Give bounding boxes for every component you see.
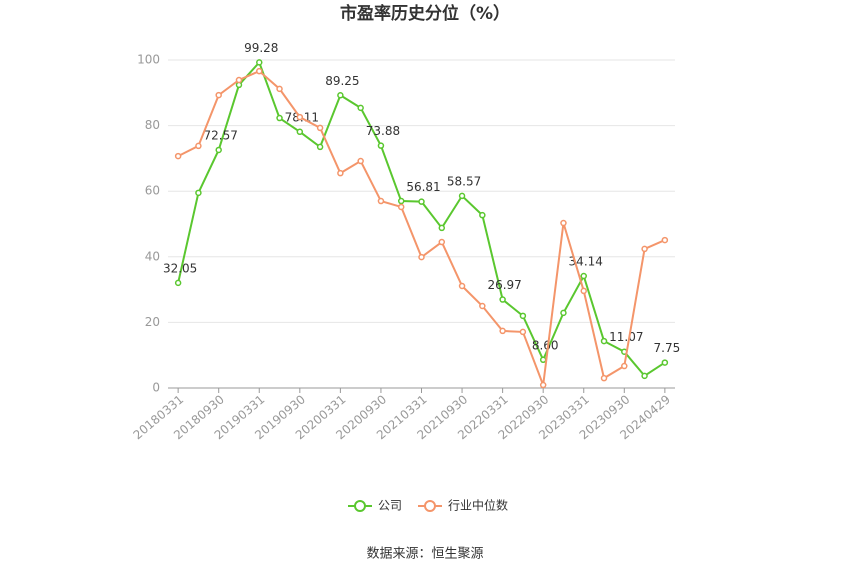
data-point xyxy=(276,114,283,122)
data-point xyxy=(174,279,182,287)
y-tick-label: 80 xyxy=(145,118,160,132)
data-label: 89.25 xyxy=(325,74,359,88)
data-point xyxy=(519,312,527,320)
data-point xyxy=(296,128,304,136)
data-point xyxy=(418,253,425,261)
data-label: 56.81 xyxy=(406,180,440,194)
y-tick-label: 100 xyxy=(137,53,160,67)
data-point xyxy=(661,359,669,366)
data-point xyxy=(641,372,648,380)
data-point xyxy=(377,142,385,149)
data-point xyxy=(458,192,466,200)
data-label: 11.07 xyxy=(609,330,643,344)
data-label: 26.97 xyxy=(487,278,521,292)
data-point xyxy=(174,152,182,160)
data-point xyxy=(195,142,202,150)
legend-label: 行业中位数 xyxy=(448,498,508,513)
data-point xyxy=(357,104,364,112)
data-point xyxy=(519,328,527,336)
data-point xyxy=(337,92,344,99)
data-point xyxy=(580,287,587,295)
data-point xyxy=(397,203,405,211)
chart-title: 市盈率历史分位（%） xyxy=(340,3,510,24)
data-point xyxy=(256,59,263,66)
data-point xyxy=(539,381,547,389)
data-point xyxy=(377,197,385,205)
data-point xyxy=(499,327,506,335)
y-tick-label: 40 xyxy=(145,249,160,263)
data-point xyxy=(418,198,425,205)
legend-marker xyxy=(424,500,436,512)
data-point xyxy=(560,309,567,317)
legend-marker xyxy=(354,500,366,512)
data-point xyxy=(296,113,304,121)
y-tick-label: 0 xyxy=(152,381,160,395)
data-point xyxy=(337,169,344,177)
data-point xyxy=(458,282,466,290)
data-point xyxy=(316,124,324,132)
data-point xyxy=(479,302,486,310)
data-point xyxy=(499,296,506,303)
data-point xyxy=(479,211,486,219)
data-point xyxy=(276,85,283,93)
data-point xyxy=(560,219,567,227)
data-label: 7.75 xyxy=(654,341,681,355)
data-point xyxy=(621,362,628,370)
y-tick-label: 60 xyxy=(145,184,160,198)
series-line xyxy=(177,69,666,386)
data-point xyxy=(195,189,202,197)
data-label: 8.60 xyxy=(532,338,559,352)
data-label: 73.88 xyxy=(366,124,400,138)
data-label: 72.57 xyxy=(204,128,238,142)
source-note: 数据来源：恒生聚源 xyxy=(366,547,483,562)
legend-label: 公司 xyxy=(378,499,402,513)
data-label: 32.05 xyxy=(163,261,197,275)
data-point xyxy=(600,374,608,382)
data-point xyxy=(215,146,222,154)
data-point xyxy=(397,197,405,205)
data-point xyxy=(641,245,648,253)
data-point xyxy=(580,272,587,280)
data-point xyxy=(215,91,222,99)
data-point xyxy=(661,236,669,244)
y-tick-label: 20 xyxy=(145,315,160,329)
data-point xyxy=(600,337,608,345)
data-label: 99.28 xyxy=(244,41,278,55)
data-label: 58.57 xyxy=(447,174,481,188)
data-point xyxy=(357,157,364,165)
data-point xyxy=(438,224,446,232)
data-point xyxy=(256,67,263,75)
data-point xyxy=(316,143,324,151)
data-point xyxy=(539,356,547,364)
data-label: 34.14 xyxy=(569,255,603,269)
data-point xyxy=(235,76,243,84)
data-point xyxy=(438,238,446,246)
